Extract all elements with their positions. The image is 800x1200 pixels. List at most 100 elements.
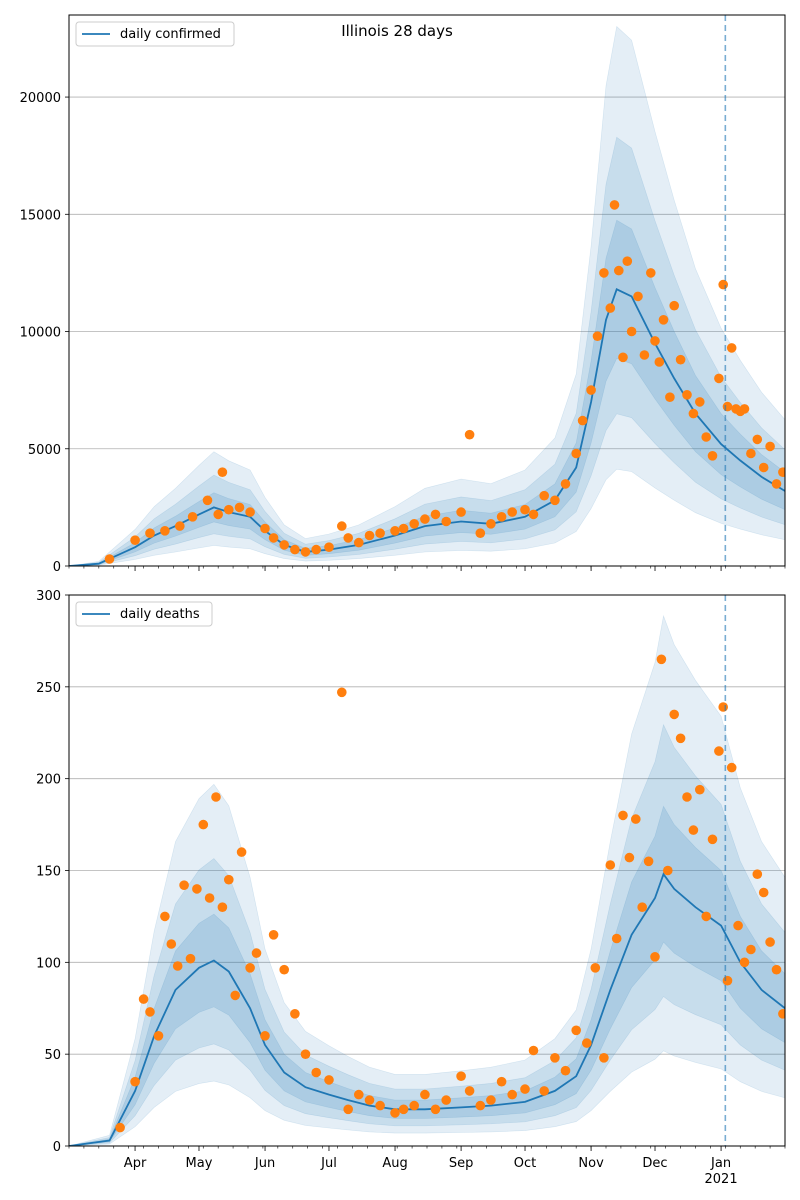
deaths-observed-point — [486, 1095, 496, 1105]
deaths-observed-point — [631, 814, 641, 824]
deaths-y-tick-label: 0 — [53, 1140, 61, 1155]
deaths-observed-points — [115, 654, 785, 1133]
deaths-observed-point — [605, 860, 616, 870]
confirmed-observed-point — [486, 519, 496, 529]
confirmed-y-tick-label: 15000 — [20, 208, 61, 223]
confirmed-observed-point — [464, 429, 475, 440]
deaths-observed-point — [236, 847, 247, 857]
deaths-observed-point — [746, 944, 756, 955]
confirmed-observed-point — [234, 502, 245, 513]
confirmed-observed-point — [202, 495, 213, 506]
deaths-x-tick-label: Nov — [578, 1156, 604, 1171]
deaths-x-tick-label: Sep — [449, 1156, 474, 1171]
confirmed-observed-point — [528, 509, 539, 520]
deaths-y-tick-label: 100 — [36, 956, 61, 971]
confirmed-observed-point — [337, 521, 347, 531]
deaths-observed-point — [354, 1089, 364, 1100]
deaths-observed-point — [663, 865, 673, 876]
confirmed-observed-point — [187, 512, 198, 522]
confirmed-observed-point — [605, 303, 616, 313]
confirmed-observed-point — [658, 315, 669, 325]
deaths-observed-point — [624, 852, 635, 863]
confirmed-observed-point — [752, 434, 763, 445]
deaths-legend-label: daily deaths — [120, 607, 200, 622]
deaths-x-tick-label: Jan — [710, 1156, 731, 1171]
deaths-observed-point — [145, 1007, 155, 1017]
confirmed-observed-point — [430, 509, 441, 520]
deaths-observed-point — [650, 952, 660, 962]
confirmed-observed-point — [718, 279, 728, 290]
deaths-observed-point — [528, 1045, 539, 1056]
confirmed-observed-point — [654, 357, 665, 367]
confirmed-observed-point — [354, 537, 364, 548]
deaths-observed-point — [520, 1084, 530, 1094]
deaths-observed-point — [669, 709, 679, 720]
confirmed-observed-point — [300, 547, 311, 557]
confirmed-observed-point — [290, 544, 300, 555]
confirmed-observed-point — [758, 462, 769, 473]
deaths-observed-point — [230, 990, 240, 1001]
confirmed-band-1 — [69, 25, 785, 566]
deaths-observed-point — [550, 1053, 560, 1063]
confirmed-observed-point — [279, 540, 290, 550]
deaths-observed-point — [409, 1100, 420, 1111]
deaths-observed-point — [714, 746, 724, 756]
confirmed-observed-point — [707, 451, 718, 461]
confirmed-observed-point — [682, 390, 692, 400]
confirmed-observed-point — [475, 528, 486, 538]
deaths-observed-point — [115, 1122, 125, 1133]
deaths-observed-point — [682, 792, 692, 802]
deaths-observed-point — [590, 963, 601, 973]
confirmed-observed-point — [778, 467, 785, 477]
confirmed-observed-point — [599, 268, 609, 278]
confirmed-observed-point — [213, 509, 223, 520]
deaths-observed-point — [217, 902, 228, 912]
deaths-y-tick-label: 250 — [36, 681, 61, 696]
confirmed-observed-point — [456, 507, 466, 517]
deaths-observed-point — [675, 733, 686, 744]
confirmed-observed-point — [375, 528, 385, 538]
confirmed-observed-point — [560, 479, 571, 489]
deaths-observed-point — [398, 1104, 409, 1115]
confirmed-observed-point — [726, 343, 737, 353]
deaths-observed-point — [752, 869, 763, 879]
deaths-observed-point — [279, 964, 290, 975]
deaths-observed-point — [166, 939, 177, 949]
deaths-x-tick-label: Aug — [382, 1156, 407, 1171]
confirmed-y-axis: 0 5000 10000 15000 20000 — [20, 91, 69, 575]
confirmed-observed-point — [224, 504, 234, 515]
confirmed-observed-point — [550, 495, 560, 506]
deaths-legend: daily deaths — [75, 601, 213, 627]
deaths-observed-point — [611, 933, 622, 944]
confirmed-observed-point — [260, 523, 270, 534]
deaths-observed-point — [138, 994, 149, 1004]
confirmed-observed-point — [609, 200, 620, 210]
deaths-observed-point — [260, 1031, 270, 1041]
deaths-x-tick-label: Jun — [254, 1156, 275, 1171]
deaths-observed-point — [656, 654, 667, 665]
confirmed-observed-point — [507, 507, 517, 517]
deaths-observed-point — [251, 948, 262, 958]
deaths-x-tick-label: Dec — [642, 1156, 667, 1171]
deaths-observed-point — [198, 819, 209, 830]
confirmed-observed-point — [130, 535, 140, 545]
deaths-observed-point — [130, 1076, 140, 1087]
deaths-x-tick-label: Jul — [320, 1156, 337, 1171]
confirmed-observed-point — [765, 441, 775, 452]
deaths-observed-point — [430, 1104, 441, 1115]
confirmed-observed-point — [398, 523, 409, 534]
deaths-observed-point — [456, 1071, 466, 1081]
confirmed-x-axis — [68, 566, 786, 571]
deaths-observed-point — [582, 1038, 592, 1048]
confirmed-observed-point — [688, 408, 699, 419]
confirmed-observed-point — [104, 554, 115, 564]
deaths-observed-point — [643, 856, 654, 867]
deaths-observed-point — [390, 1108, 400, 1118]
confirmed-observed-point — [420, 514, 430, 524]
confirmed-y-tick-label: 0 — [53, 560, 61, 575]
confirmed-observed-point — [722, 401, 733, 412]
confirmed-observed-point — [160, 526, 170, 536]
deaths-observed-point — [695, 784, 705, 795]
confirmed-observed-point — [695, 397, 705, 407]
deaths-observed-point — [718, 702, 728, 712]
